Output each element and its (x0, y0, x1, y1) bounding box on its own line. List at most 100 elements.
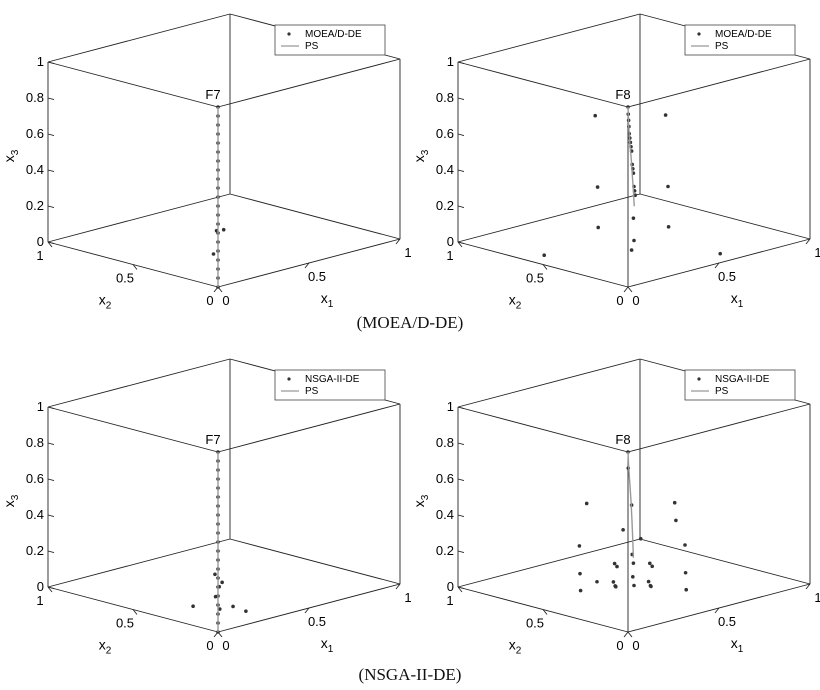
x1-tick (714, 607, 720, 614)
legend-box (274, 369, 386, 401)
data-point (244, 609, 248, 613)
data-point (213, 594, 218, 599)
x2-tick (47, 586, 53, 593)
legend-marker-dots (697, 377, 701, 381)
caption-moead: (MOEA/D-DE) (356, 313, 464, 332)
data-point (578, 588, 583, 593)
x3-tick-label: 0.6 (26, 126, 44, 141)
x3-tick (47, 514, 55, 518)
data-point (666, 184, 670, 189)
x3-tick-label: 0.2 (26, 543, 44, 558)
subplot-nsga-f7: F7 0 0.2 0.4 0.6 0.8 1 x3 0 0.5 1 x2 0 0.5 1 x1 NSGA-II-… (0, 345, 412, 665)
box-edge (229, 538, 401, 585)
x1-tick (304, 262, 310, 269)
x3-tick (47, 550, 55, 554)
chart-title: F7 (205, 87, 220, 102)
data-point (542, 253, 546, 257)
x3-tick (47, 169, 55, 173)
chart-title: F7 (205, 432, 220, 447)
x1-tick (395, 583, 401, 590)
x3-tick (47, 61, 55, 65)
x1-tick-label: 0.5 (308, 614, 326, 629)
x1-tick-label: 0 (632, 638, 639, 653)
data-point (578, 571, 582, 576)
x3-tick-label: 0 (37, 234, 44, 249)
chart-title: F8 (615, 432, 630, 447)
data-point (674, 518, 678, 523)
box-edge (639, 193, 811, 240)
x2-tick-label: 0 (206, 293, 213, 308)
x1-tick-label: 0 (632, 293, 639, 308)
box-edge (457, 538, 641, 588)
data-point (612, 561, 617, 566)
box-edge (47, 358, 231, 408)
x3-tick (457, 514, 465, 518)
caption-nsga: (NSGA-II-DE) (358, 665, 462, 684)
legend-box (274, 24, 386, 56)
x2-tick (457, 586, 463, 593)
x2-axis-label: x2 (509, 637, 522, 657)
x3-tick-label: 0.8 (26, 90, 44, 105)
legend-entry-label: NSGA-II-DE (305, 374, 360, 385)
x1-tick-label: 1 (814, 245, 820, 260)
x3-tick-label: 0.2 (436, 198, 454, 213)
x3-tick-label: 0 (447, 579, 454, 594)
x3-tick (457, 97, 465, 101)
x3-tick (47, 97, 55, 101)
x2-tick (542, 609, 548, 615)
x2-axis-label: x2 (99, 637, 112, 657)
data-point (663, 113, 668, 117)
x2-tick-label: 1 (36, 248, 43, 263)
data-point (718, 251, 722, 256)
data-point (593, 113, 597, 118)
data-point (596, 225, 600, 230)
data-point (218, 607, 222, 611)
x2-tick (457, 241, 463, 248)
x3-tick-label: 1 (37, 54, 44, 69)
x3-tick (457, 61, 465, 65)
x2-tick-label: 1 (446, 593, 453, 608)
data-point (632, 238, 636, 243)
box-edge (457, 61, 629, 108)
x3-tick (457, 550, 465, 554)
x1-axis-label: x1 (731, 290, 744, 310)
data-point (615, 564, 619, 569)
legend-marker-dots (287, 377, 291, 381)
data-point (621, 528, 625, 532)
x3-tick (457, 169, 465, 173)
box-edge (627, 403, 811, 453)
x1-tick-label: 0.5 (718, 269, 736, 284)
box-edge (229, 193, 401, 240)
x3-tick-label: 0.4 (26, 162, 44, 177)
x3-axis-label: x3 (1, 494, 21, 507)
x2-tick-label: 1 (36, 593, 43, 608)
data-point (220, 580, 224, 585)
x1-axis-label: x1 (321, 635, 334, 655)
data-point (216, 630, 220, 634)
data-point (650, 564, 654, 569)
x1-axis-label: x1 (731, 635, 744, 655)
ps-curve (627, 106, 635, 207)
legend-entry-label: PS (715, 386, 729, 397)
box-edge (457, 193, 641, 243)
x3-tick-label: 0.4 (436, 162, 454, 177)
subplot-moead-f8: F8 0 0.2 0.4 0.6 0.8 1 x3 0 0.5 1 x2 0 0.5 1 x1 MOEA/D-D… (410, 0, 820, 320)
x3-tick (47, 442, 55, 446)
data-point (211, 252, 216, 256)
x3-tick-label: 0.6 (436, 126, 454, 141)
x3-axis-label: x3 (411, 149, 431, 162)
x3-tick-label: 0.6 (26, 471, 44, 486)
x3-tick-label: 0.8 (26, 435, 44, 450)
data-point (614, 584, 618, 589)
x3-tick-label: 0.4 (436, 507, 454, 522)
x1-tick (623, 286, 629, 293)
subplot-moead-f7: F7 0 0.2 0.4 0.6 0.8 1 x3 0 0.5 1 x2 0 0.5 1 x1 MOEA/D-D… (0, 0, 412, 320)
box-edge (47, 13, 231, 63)
x2-axis-label: x2 (99, 292, 112, 312)
x2-tick (132, 264, 138, 270)
x1-tick-label: 1 (814, 590, 820, 605)
x1-tick-label: 0.5 (308, 269, 326, 284)
